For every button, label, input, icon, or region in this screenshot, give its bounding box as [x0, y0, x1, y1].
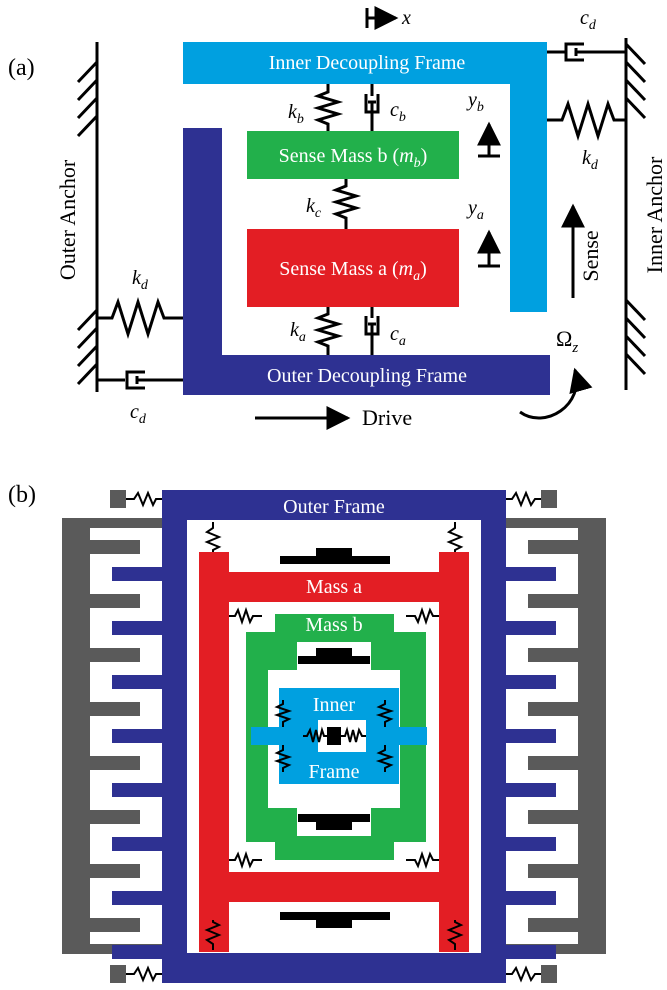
comb-finger-fixed-right — [528, 756, 578, 770]
outer-anchor — [76, 42, 99, 392]
comb-finger-moving-right — [506, 729, 556, 743]
damper-cb — [364, 84, 380, 131]
t-anchors-outer — [280, 548, 390, 928]
sense-mass-b-label: Sense Mass b (mb) — [279, 145, 428, 171]
sense-label: Sense — [578, 230, 603, 281]
springs-massa-massb — [229, 606, 439, 870]
dampers-a — [97, 42, 626, 390]
spring-kc — [330, 179, 362, 229]
spring-kb — [312, 84, 344, 131]
comb-finger-moving-left — [112, 945, 162, 959]
label-kd-right: kd — [582, 147, 599, 173]
t-anchors-inner — [298, 648, 370, 830]
sense-mass-b — [247, 131, 459, 179]
omega-label: Ωz — [556, 326, 578, 356]
label-kb: kb — [288, 101, 304, 127]
comb-finger-fixed-left — [90, 918, 140, 932]
label-cd-right: cd — [580, 7, 597, 33]
inner-frame-label: Inner Decoupling Frame — [269, 52, 466, 74]
comb-finger-moving-left — [112, 783, 162, 797]
inner-anchor-label: Inner Anchor — [642, 156, 667, 273]
sense-mass-a — [247, 229, 459, 307]
label-ka: ka — [290, 319, 306, 345]
label-kc: kc — [306, 195, 322, 221]
panel-b-tag: (b) — [8, 482, 36, 508]
comb-finger-moving-right — [506, 621, 556, 635]
omega-arrow — [519, 367, 593, 420]
damper-cd-right — [547, 42, 626, 62]
comb-finger-fixed-right — [528, 648, 578, 662]
comb-finger-moving-right — [506, 567, 556, 581]
comb-finger-fixed-right — [528, 864, 578, 878]
comb-finger-moving-left — [112, 675, 162, 689]
comb-finger-moving-left — [112, 621, 162, 635]
damper-ca — [364, 307, 380, 355]
inner-anchor — [624, 38, 647, 390]
comb-finger-moving-right — [506, 783, 556, 797]
comb-fingers — [90, 540, 578, 959]
damper-cd-left — [97, 370, 183, 390]
motion-axes-a — [255, 6, 593, 430]
comb-finger-moving-left — [112, 837, 162, 851]
comb-finger-moving-right — [506, 675, 556, 689]
comb-finger-fixed-right — [528, 810, 578, 824]
comb-finger-fixed-left — [90, 648, 140, 662]
comb-finger-fixed-right — [528, 594, 578, 608]
comb-finger-fixed-left — [90, 864, 140, 878]
comb-finger-fixed-left — [90, 810, 140, 824]
comb-finger-moving-left — [112, 567, 162, 581]
springs-frame-massa — [204, 522, 464, 950]
label-x: x — [401, 7, 411, 29]
springs-a — [97, 84, 626, 355]
spring-kd-right — [547, 98, 626, 142]
outer-frame-label-b: Outer Frame — [283, 496, 385, 518]
panel-a-tag: (a) — [8, 55, 35, 81]
outer-anchor-label: Outer Anchor — [55, 159, 80, 280]
inner-decoupling-frame — [183, 42, 547, 312]
comb-finger-fixed-left — [90, 756, 140, 770]
label-kd-left: kd — [132, 267, 149, 293]
label-cd-left: cd — [130, 401, 147, 427]
outer-frame-label: Outer Decoupling Frame — [267, 365, 467, 387]
spring-kd-left — [97, 296, 183, 340]
symbol-labels-a: kb cb kc ka ca cd kd kd cd yb ya x — [130, 7, 599, 427]
comb-finger-fixed-right — [528, 702, 578, 716]
comb-finger-fixed-right — [528, 918, 578, 932]
outer-decoupling-frame — [183, 128, 550, 395]
inner-label-1: Inner — [313, 694, 356, 716]
comb-finger-moving-right — [506, 837, 556, 851]
springs-center — [303, 726, 366, 743]
spring-ka — [312, 307, 344, 355]
sense-mass-a-label: Sense Mass a (ma) — [279, 258, 427, 284]
panel-b: (b) Outer Frame — [8, 482, 606, 983]
comb-finger-fixed-left — [90, 594, 140, 608]
corner-anchors — [110, 490, 557, 983]
drive-label: Drive — [362, 405, 412, 430]
inner-label-2: Frame — [308, 761, 359, 783]
mass-a-b — [199, 552, 469, 952]
center-anchor — [327, 727, 341, 745]
panel-a: (a) Outer Anchor Inner Anchor Inner Deco… — [8, 6, 667, 430]
label-yb: yb — [466, 89, 484, 115]
springs-massb-inner — [273, 700, 395, 772]
mass-a-label-b: Mass a — [306, 576, 362, 598]
comb-finger-moving-left — [112, 729, 162, 743]
comb-finger-moving-right — [506, 891, 556, 905]
comb-finger-fixed-left — [90, 540, 140, 554]
comb-finger-fixed-left — [90, 702, 140, 716]
label-ya: ya — [466, 197, 484, 223]
label-cb: cb — [390, 99, 406, 125]
mass-b-label-b: Mass b — [305, 614, 362, 636]
label-ca: ca — [390, 323, 406, 349]
comb-finger-moving-left — [112, 891, 162, 905]
comb-finger-fixed-right — [528, 540, 578, 554]
comb-finger-moving-right — [506, 945, 556, 959]
